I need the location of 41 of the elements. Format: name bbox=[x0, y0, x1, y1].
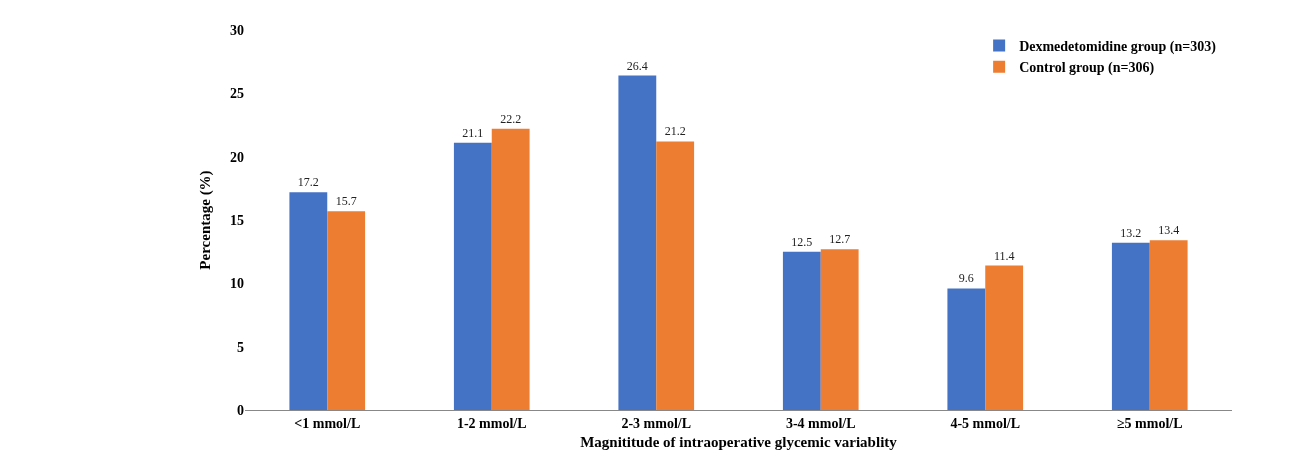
x-tick-label: 1-2 mmol/L bbox=[456, 415, 527, 431]
bar bbox=[289, 192, 328, 410]
x-axis-title: Magnititude of intraoperative glycemic variablity bbox=[580, 433, 898, 450]
x-tick-label: 2-3 mmol/L bbox=[621, 415, 692, 431]
y-tick-label: 30 bbox=[230, 22, 244, 38]
y-tick-label: 20 bbox=[230, 149, 244, 165]
bar bbox=[947, 288, 986, 410]
data-label: 21.1 bbox=[462, 125, 484, 140]
y-tick-label: 5 bbox=[237, 339, 244, 355]
data-label: 13.2 bbox=[1120, 225, 1142, 240]
x-tick-label: ≥5 mmol/L bbox=[1116, 415, 1183, 431]
data-label: 21.2 bbox=[664, 124, 686, 139]
data-label: 22.2 bbox=[500, 111, 522, 126]
bar bbox=[656, 141, 695, 410]
bar bbox=[1111, 242, 1150, 410]
bar bbox=[491, 128, 530, 410]
data-label: 11.4 bbox=[993, 248, 1015, 263]
y-tick-label: 10 bbox=[230, 276, 244, 292]
x-tick-label: <1 mmol/L bbox=[294, 415, 361, 431]
bar bbox=[782, 251, 821, 410]
legend-label: Dexmedetomidine group (n=303) bbox=[1019, 39, 1217, 56]
x-tick-label: 3-4 mmol/L bbox=[785, 415, 856, 431]
x-tick-label: 4-5 mmol/L bbox=[950, 415, 1021, 431]
bar bbox=[618, 75, 657, 410]
bar bbox=[1149, 240, 1188, 410]
bar bbox=[985, 265, 1024, 410]
y-tick-label: 25 bbox=[230, 86, 244, 102]
legend-label: Control group (n=306) bbox=[1019, 60, 1155, 77]
data-label: 12.7 bbox=[829, 232, 851, 247]
data-label: 15.7 bbox=[335, 194, 357, 209]
data-label: 12.5 bbox=[791, 234, 813, 249]
y-axis-title: Percentage (%) bbox=[197, 170, 215, 270]
y-tick-label: 15 bbox=[230, 212, 244, 228]
y-tick-label: 0 bbox=[237, 402, 244, 418]
data-label: 13.4 bbox=[1158, 223, 1180, 238]
data-label: 9.6 bbox=[958, 271, 974, 286]
bar bbox=[327, 211, 366, 410]
data-label: 17.2 bbox=[297, 175, 319, 190]
bar bbox=[820, 249, 859, 410]
bar bbox=[453, 142, 492, 410]
data-label: 26.4 bbox=[626, 58, 648, 73]
